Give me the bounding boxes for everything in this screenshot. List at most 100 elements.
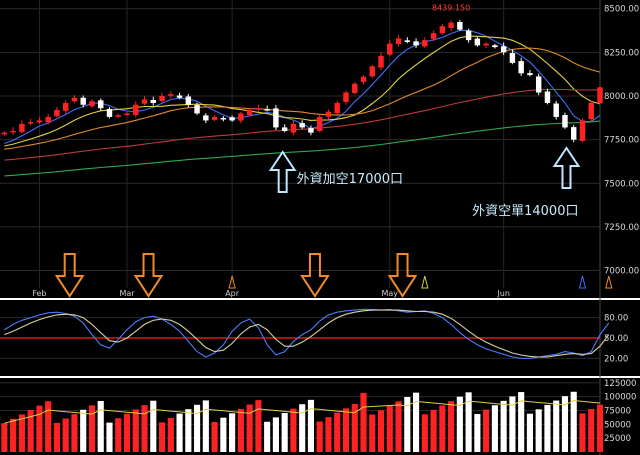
candle (1, 132, 8, 135)
oscillator-line (4, 308, 610, 359)
volume-bar (18, 414, 25, 452)
candle (439, 26, 446, 34)
candle (194, 105, 200, 114)
price-tick-label: 7000.00 (604, 267, 639, 277)
candle (308, 128, 314, 133)
volume-bar (474, 413, 481, 452)
volume-bar (10, 418, 17, 452)
candle (45, 116, 51, 123)
osc-tick-label: 20.00 (604, 354, 628, 364)
candle (369, 66, 375, 77)
volume-bar (509, 396, 516, 452)
volume-bar (351, 403, 358, 452)
month-label: Feb (32, 289, 46, 298)
candle (334, 102, 340, 114)
moving-average-line (4, 88, 601, 161)
candle (448, 22, 454, 28)
volume-bar (185, 409, 192, 452)
candle (535, 76, 542, 93)
volume-bar (404, 397, 411, 452)
volume-bar (334, 412, 341, 452)
volume-bar (544, 404, 551, 452)
volume-tick-label: 100000 (604, 393, 636, 403)
moving-average-line (4, 47, 601, 150)
candle (544, 91, 551, 103)
volume-bar (220, 417, 227, 452)
volume-bar (106, 422, 113, 452)
candle (106, 108, 113, 117)
volume-bar (27, 410, 34, 452)
volume-bar (80, 409, 87, 452)
volume-bar (316, 421, 323, 452)
candle (141, 99, 148, 104)
volume-bar (150, 400, 157, 452)
candle (62, 102, 69, 111)
volume-bar (395, 401, 402, 452)
volume-tick-label: 50000 (604, 420, 631, 430)
volume-bar (518, 392, 525, 452)
candle (264, 109, 270, 111)
volume-bar (36, 405, 43, 452)
volume-bar (53, 422, 60, 452)
price-tick-label: 7250.00 (604, 223, 639, 233)
volume-bar (412, 392, 420, 452)
candle (273, 108, 279, 128)
volume-bar (299, 404, 306, 452)
candle (343, 92, 349, 102)
volume-bar (141, 405, 148, 452)
candle (203, 115, 209, 121)
volume-bar (255, 400, 262, 452)
candle (378, 55, 384, 68)
moving-average-line (4, 120, 601, 177)
osc-tick-label: 50.00 (604, 334, 628, 344)
candle (457, 21, 463, 30)
sell-arrow (300, 253, 330, 298)
month-label: Mar (119, 289, 135, 298)
candle (483, 43, 489, 46)
candle (597, 87, 603, 104)
candle (360, 76, 367, 82)
candle (492, 45, 498, 48)
volume-bar (97, 400, 104, 452)
candle (404, 40, 411, 42)
candle (387, 43, 393, 55)
buy-arrow (552, 146, 581, 189)
volume-bar (588, 409, 595, 452)
volume-bar (465, 392, 472, 452)
candle (553, 103, 559, 117)
candle (500, 46, 507, 53)
volume-bar (483, 409, 490, 452)
candle (10, 130, 16, 133)
signal-marker (228, 275, 236, 289)
volume-bar (535, 409, 542, 452)
volume-bar (158, 422, 166, 452)
volume-bar (167, 417, 174, 452)
volume-tick-label: 75000 (604, 406, 631, 416)
volume-bar (194, 404, 201, 452)
volume-bar (264, 421, 271, 452)
annotation-text: 外資加空17000口 (297, 172, 403, 187)
candle (19, 123, 25, 132)
candle (299, 123, 305, 128)
volume-bar (229, 413, 236, 452)
candle (176, 95, 183, 98)
candle (98, 100, 104, 109)
sell-arrow (54, 253, 85, 298)
candle (325, 111, 332, 117)
volume-bar (369, 414, 376, 452)
volume-bar (246, 404, 253, 452)
candle (571, 127, 577, 140)
volume-bar (272, 417, 279, 452)
month-label: May (382, 289, 399, 298)
volume-bar (1, 423, 8, 452)
candle (150, 100, 156, 103)
candle (36, 120, 43, 123)
candle (71, 97, 78, 102)
volume-bar (421, 414, 428, 452)
candle (246, 109, 253, 116)
candle (316, 116, 323, 131)
peak-label: 8439.150 (432, 3, 470, 12)
candle (80, 97, 86, 105)
candle (281, 127, 288, 131)
